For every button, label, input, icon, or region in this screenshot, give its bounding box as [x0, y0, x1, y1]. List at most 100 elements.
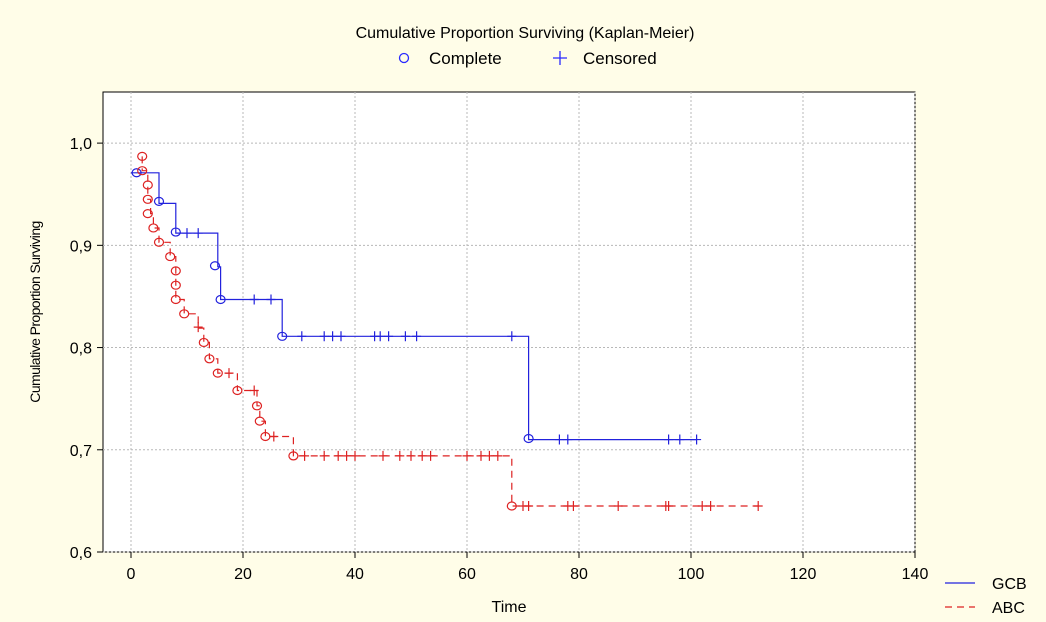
y-axis-label: Cumulative Proportion Surviving	[27, 221, 43, 402]
complete-point-gcb	[523, 433, 534, 444]
censored-point-gcb	[297, 331, 307, 342]
complete-point-abc	[142, 194, 153, 204]
censored-point-gcb	[336, 331, 346, 342]
complete-point-abc	[254, 416, 265, 426]
legend-label-gcb: GCB	[992, 576, 1027, 593]
censored-point-abc	[706, 501, 716, 511]
censored-point-gcb	[563, 434, 573, 445]
complete-point-gcb	[153, 196, 165, 206]
x-tick-label: 60	[458, 566, 476, 583]
y-tick-label: 0,8	[70, 341, 92, 358]
censored-point-abc	[333, 450, 343, 461]
censored-point-gcb	[384, 331, 394, 342]
complete-point-abc	[142, 209, 153, 219]
complete-point-abc	[148, 223, 159, 233]
x-tick-label: 20	[234, 566, 252, 583]
censored-point-abc	[406, 450, 416, 461]
censored-point-abc	[342, 450, 352, 461]
censored-point-gcb	[182, 228, 192, 239]
complete-point-abc	[153, 237, 165, 247]
censored-point-gcb	[507, 331, 517, 342]
censored-point-abc	[378, 450, 388, 461]
censored-legend-marker	[553, 51, 567, 65]
censored-point-gcb	[319, 331, 329, 342]
censored-point-gcb	[675, 434, 685, 445]
complete-point-abc	[204, 354, 215, 364]
censored-point-abc	[193, 322, 203, 333]
x-tick-label: 40	[346, 566, 364, 583]
x-tick-label: 0	[127, 566, 136, 583]
complete-point-abc	[137, 151, 148, 161]
censored-point-abc	[417, 450, 427, 461]
complete-point-abc	[506, 501, 517, 511]
grid	[103, 92, 916, 553]
survival-curve-abc	[141, 156, 759, 507]
series-legend: GCB ABC	[945, 576, 1027, 617]
complete-point-abc	[179, 309, 190, 319]
series-gcb	[131, 168, 702, 445]
censored-point-abc	[493, 450, 503, 461]
complete-point-gcb	[209, 261, 221, 271]
y-tick-label: 0,9	[70, 238, 92, 255]
censored-point-abc	[753, 501, 763, 511]
series-abc	[137, 151, 763, 511]
y-axis: 0,6 0,7 0,8 0,9 1,0	[70, 136, 103, 562]
complete-legend-marker	[398, 52, 410, 64]
censored-point-abc	[350, 450, 360, 461]
censored-point-gcb	[412, 331, 422, 342]
censored-point-abc	[568, 501, 578, 511]
censored-point-gcb	[193, 228, 203, 239]
complete-legend-label: Complete	[429, 49, 502, 68]
censored-point-abc	[484, 450, 494, 461]
censored-point-gcb	[328, 331, 338, 342]
complete-point-abc	[251, 401, 263, 411]
censored-point-abc	[300, 450, 310, 461]
complete-point-abc	[170, 266, 181, 276]
censored-point-gcb	[664, 434, 674, 445]
complete-point-gcb	[277, 331, 288, 341]
censored-point-gcb	[692, 434, 702, 445]
y-tick-label: 1,0	[70, 136, 92, 153]
censored-point-abc	[664, 501, 674, 511]
censored-point-abc	[524, 501, 534, 511]
censored-point-abc	[269, 431, 279, 442]
censored-point-gcb	[400, 331, 410, 342]
complete-point-abc	[198, 337, 209, 348]
censored-point-abc	[395, 450, 405, 461]
x-tick-label: 80	[570, 566, 588, 583]
complete-point-abc	[170, 280, 181, 290]
complete-point-abc	[165, 251, 176, 262]
legend-label-abc: ABC	[992, 600, 1025, 617]
censored-point-abc	[697, 501, 707, 511]
complete-point-gcb	[170, 227, 181, 237]
censored-point-abc	[224, 368, 234, 379]
plot-area	[102, 91, 916, 553]
complete-point-abc	[288, 451, 299, 461]
x-axis: 0 20 40 60 80 100 120 140	[127, 552, 929, 583]
y-tick-label: 0,7	[70, 443, 92, 460]
censored-point-abc	[462, 450, 472, 461]
complete-point-gcb	[215, 294, 226, 305]
x-tick-label: 120	[790, 566, 817, 583]
censored-point-gcb	[554, 434, 564, 445]
complete-point-abc	[232, 385, 243, 396]
series-layer	[131, 151, 763, 511]
censored-point-gcb	[266, 294, 276, 305]
x-axis-label: Time	[492, 599, 527, 616]
complete-point-abc	[212, 368, 223, 378]
censored-point-abc	[426, 450, 436, 461]
censored-point-abc	[613, 501, 623, 511]
y-tick-label: 0,6	[70, 545, 92, 562]
x-tick-label: 140	[902, 566, 929, 583]
censored-point-abc	[476, 450, 486, 461]
censored-point-abc	[319, 450, 329, 461]
complete-point-gcb	[131, 168, 142, 178]
censored-point-gcb	[375, 331, 385, 342]
censored-point-abc	[249, 385, 259, 396]
x-tick-label: 100	[678, 566, 705, 583]
censored-legend-label: Censored	[583, 49, 657, 68]
marker-legend: Complete Censored	[398, 49, 657, 68]
complete-point-abc	[170, 294, 181, 305]
censored-point-gcb	[249, 294, 259, 305]
